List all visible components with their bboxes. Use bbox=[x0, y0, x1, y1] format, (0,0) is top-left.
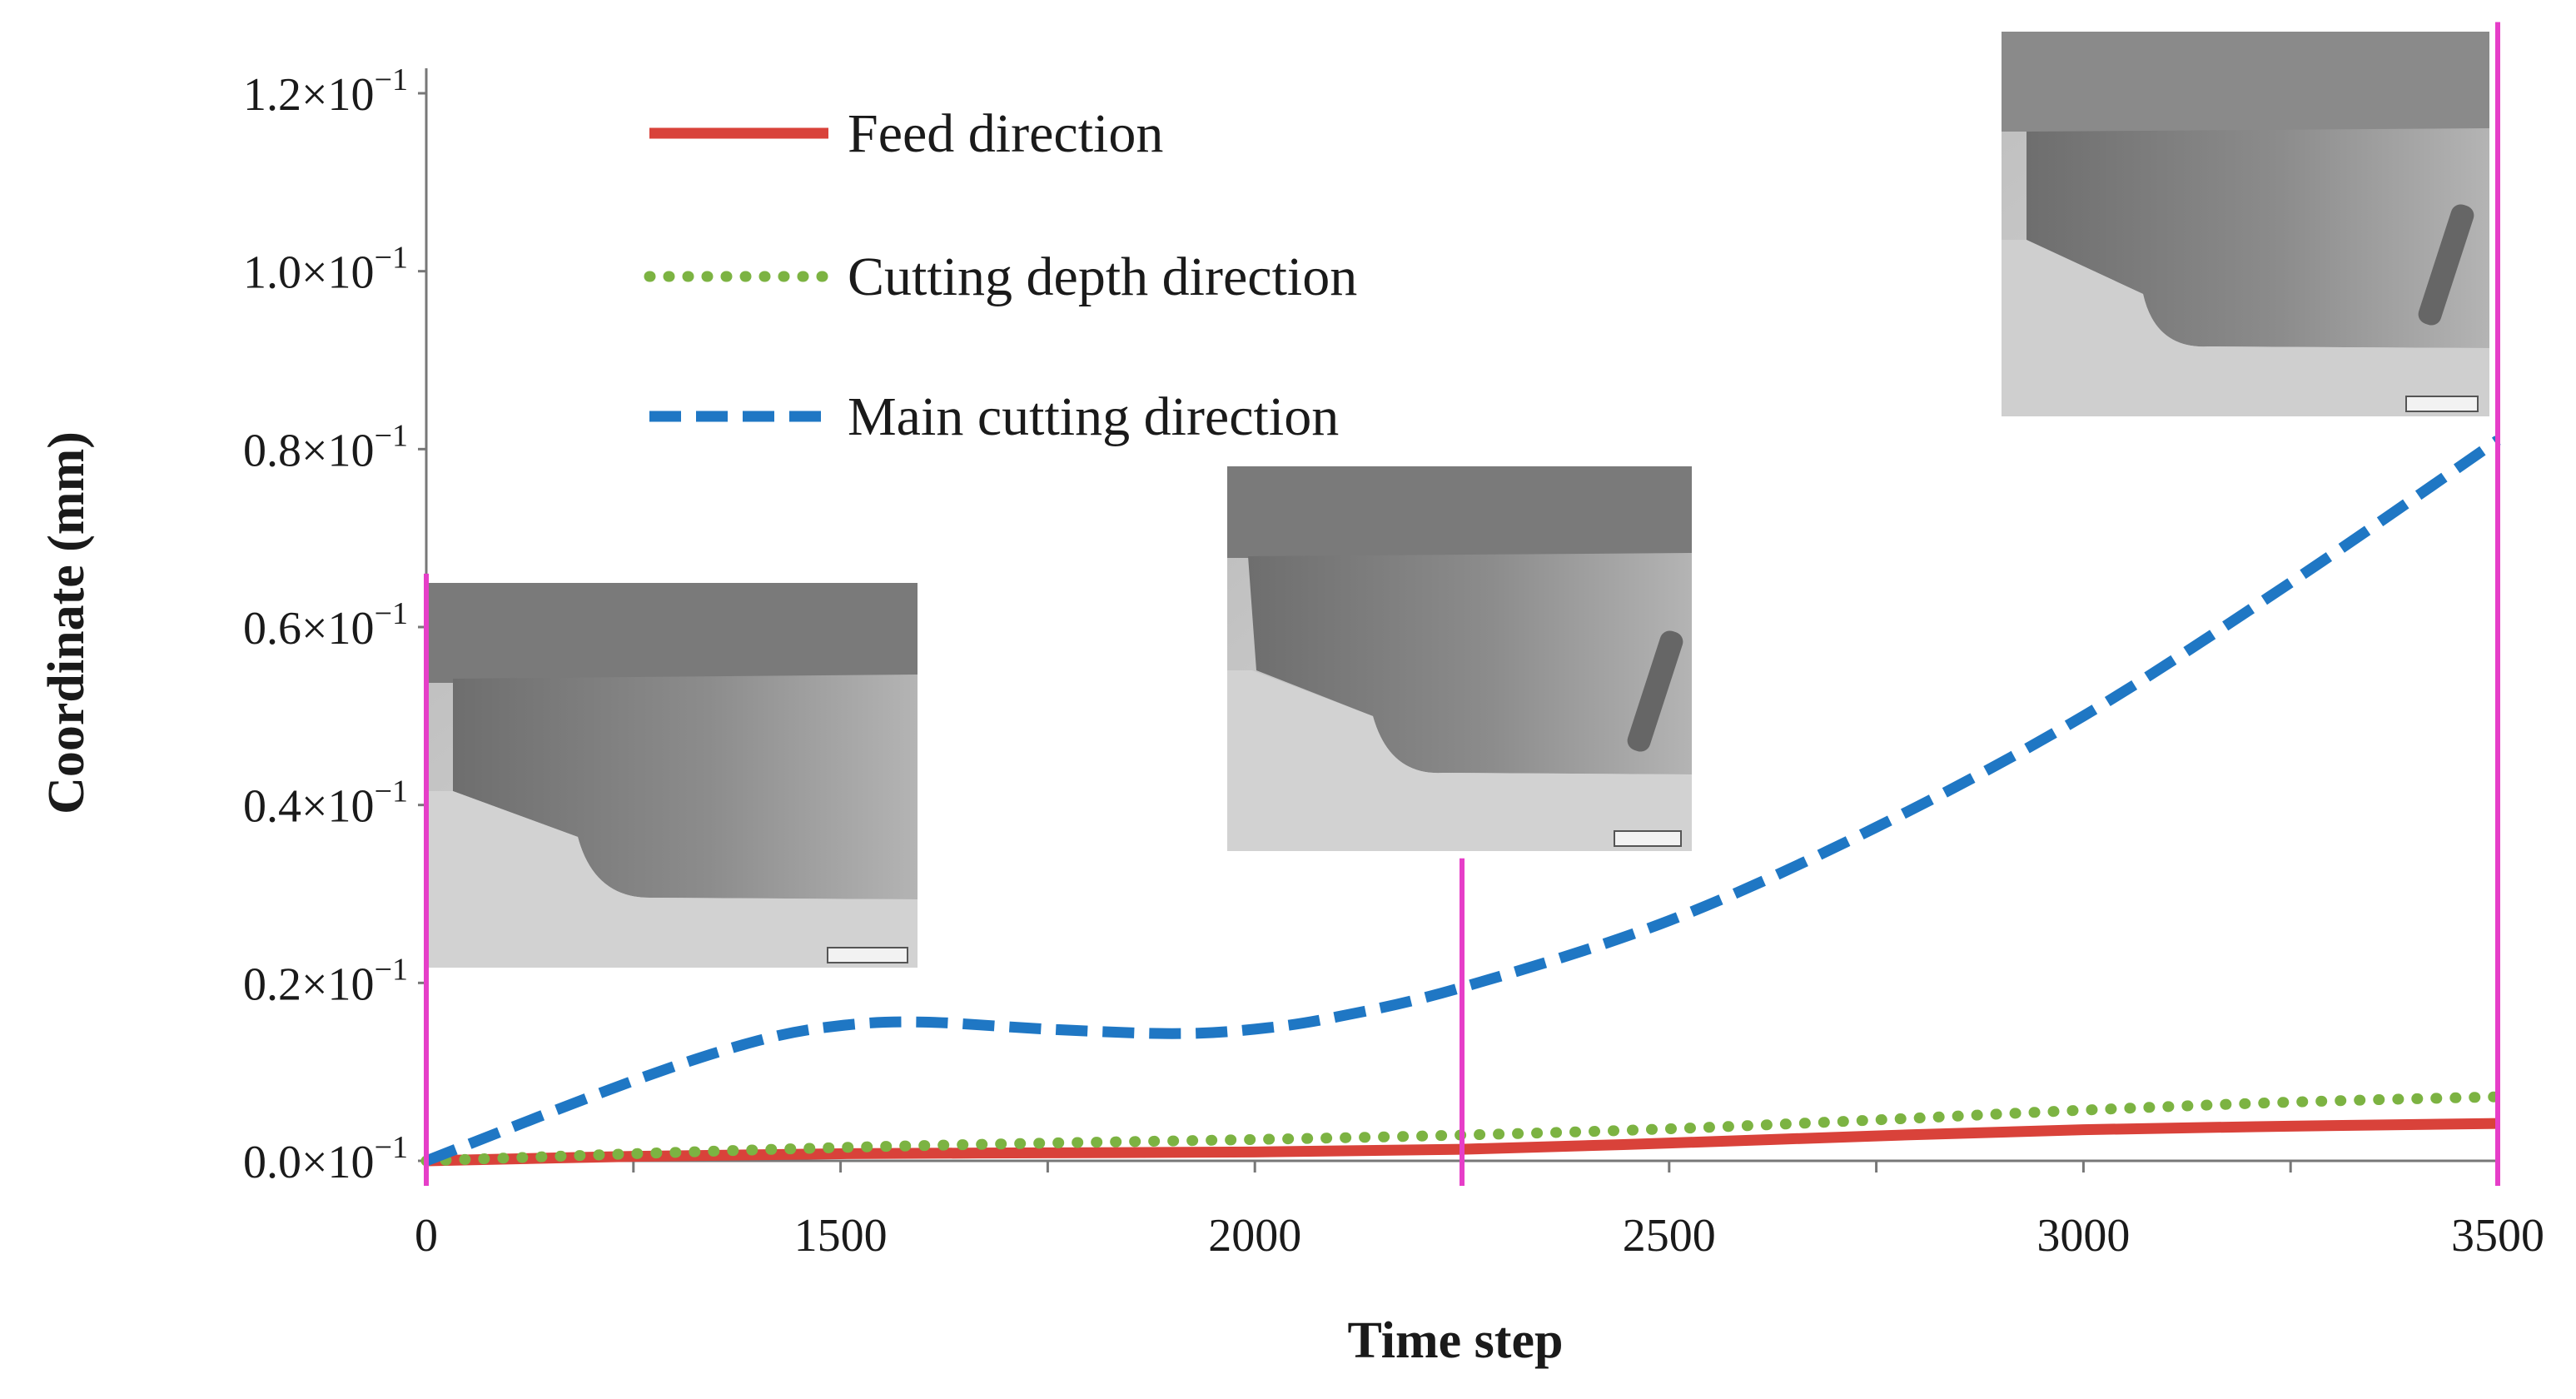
y-tick-exponent: −1 bbox=[375, 596, 408, 631]
legend-label-feed-direction: Feed direction bbox=[848, 103, 1163, 164]
vertical-marker-layer bbox=[424, 22, 2500, 1186]
y-tick-multiplier: ×10 bbox=[301, 1137, 375, 1188]
y-tick-multiplier: ×10 bbox=[301, 425, 375, 476]
x-axis-ticks: 0 1500 2000 2500 3000 3500 bbox=[415, 1161, 2544, 1262]
y-tick-mantissa: 0.6 bbox=[243, 603, 301, 655]
y-tick-mantissa: 0.4 bbox=[243, 781, 301, 833]
y-tick-label: 1.0×10−1 bbox=[243, 241, 408, 299]
x-axis-title: Time step bbox=[1348, 1312, 1564, 1369]
y-tick-exponent: −1 bbox=[375, 62, 408, 97]
y-tick-multiplier: ×10 bbox=[301, 247, 375, 299]
y-tick-label: 0.0×10−1 bbox=[243, 1130, 408, 1188]
y-tick-multiplier: ×10 bbox=[301, 781, 375, 833]
y-tick-mantissa: 1.0 bbox=[243, 247, 301, 299]
x-tick-label: 3500 bbox=[2451, 1210, 2544, 1262]
y-tick-exponent: −1 bbox=[375, 241, 408, 276]
tool-wear-photo-initial bbox=[428, 583, 918, 968]
y-tick-label: 0.8×10−1 bbox=[243, 418, 408, 476]
x-tick-label: 2000 bbox=[1208, 1210, 1301, 1262]
y-tick-label: 0.6×10−1 bbox=[243, 596, 408, 655]
legend: Feed direction Cutting depth direction M… bbox=[644, 103, 1357, 447]
axes-layer: 0.0×10−10.2×10−10.4×10−10.6×10−10.8×10−1… bbox=[243, 62, 2544, 1262]
y-axis-title: Coordinate (mm) bbox=[38, 431, 95, 814]
y-tick-exponent: −1 bbox=[375, 1130, 408, 1165]
y-tick-mantissa: 0.8 bbox=[243, 425, 301, 476]
y-tick-exponent: −1 bbox=[375, 418, 408, 453]
tool-wear-photo-final bbox=[2002, 32, 2489, 416]
y-axis-ticks: 0.0×10−10.2×10−10.4×10−10.6×10−10.8×10−1… bbox=[243, 62, 426, 1188]
legend-label-cutting-depth-direction: Cutting depth direction bbox=[848, 246, 1357, 307]
y-tick-exponent: −1 bbox=[375, 952, 408, 987]
tool-wear-photo-middle bbox=[1227, 466, 1692, 851]
legend-label-main-cutting-direction: Main cutting direction bbox=[848, 386, 1339, 447]
y-tick-multiplier: ×10 bbox=[301, 958, 375, 1010]
y-tick-exponent: −1 bbox=[375, 774, 408, 809]
y-tick-mantissa: 1.2 bbox=[243, 69, 301, 121]
series-line-main-cutting-direction bbox=[424, 436, 2501, 1167]
y-tick-mantissa: 0.0 bbox=[243, 1137, 301, 1188]
y-tick-label: 0.4×10−1 bbox=[243, 774, 408, 833]
y-tick-multiplier: ×10 bbox=[301, 603, 375, 655]
x-tick-label: 2500 bbox=[1623, 1210, 1716, 1262]
inset-photo-layer bbox=[428, 32, 2489, 968]
y-tick-mantissa: 0.2 bbox=[243, 958, 301, 1010]
x-tick-label: 3000 bbox=[2036, 1210, 2130, 1262]
y-tick-label: 1.2×10−1 bbox=[243, 62, 408, 121]
y-tick-multiplier: ×10 bbox=[301, 69, 375, 121]
x-tick-label: 0 bbox=[415, 1210, 438, 1262]
y-tick-label: 0.2×10−1 bbox=[243, 952, 408, 1010]
x-tick-label: 1500 bbox=[794, 1210, 888, 1262]
